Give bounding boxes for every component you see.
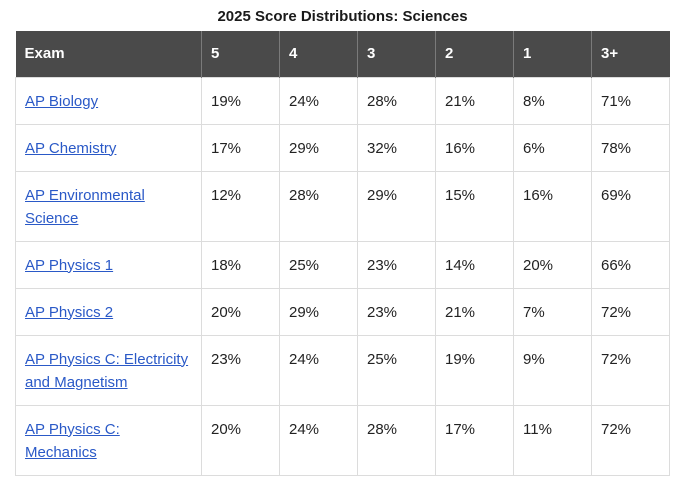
score-2-cell: 16% — [435, 123, 514, 172]
score-4-cell: 29% — [279, 287, 358, 336]
score-1-cell: 8% — [513, 76, 592, 125]
table-row: AP Environmental Science 12% 28% 29% 15%… — [15, 170, 670, 242]
table-row: AP Chemistry 17% 29% 32% 16% 6% 78% — [15, 123, 670, 172]
header-score-1: 1 — [513, 31, 592, 77]
table-row: AP Biology 19% 24% 28% 21% 8% 71% — [15, 76, 670, 125]
score-3-plus-cell: 78% — [591, 123, 670, 172]
score-3-cell: 32% — [357, 123, 436, 172]
exam-cell: AP Chemistry — [15, 123, 202, 172]
score-3-plus-cell: 72% — [591, 334, 670, 406]
exam-link-ap-physics-c-mechanics[interactable]: AP Physics C: Mechanics — [25, 420, 120, 461]
table-row: AP Physics C: Electricity and Magnetism … — [15, 334, 670, 406]
exam-link-ap-physics-c-electricity-and-magnetism[interactable]: AP Physics C: Electricity and Magnetism — [25, 350, 189, 391]
score-2-cell: 21% — [435, 76, 514, 125]
header-score-2: 2 — [435, 31, 514, 77]
table-row: AP Physics 2 20% 29% 23% 21% 7% 72% — [15, 287, 670, 336]
score-5-cell: 17% — [201, 123, 280, 172]
header-score-3: 3 — [357, 31, 436, 77]
score-3-cell: 23% — [357, 240, 436, 289]
score-5-cell: 23% — [201, 334, 280, 406]
score-4-cell: 29% — [279, 123, 358, 172]
score-3-cell: 28% — [357, 404, 436, 476]
header-exam: Exam — [15, 31, 202, 77]
exam-cell: AP Physics C: Mechanics — [15, 404, 202, 476]
table-row: AP Physics C: Mechanics 20% 24% 28% 17% … — [15, 404, 670, 476]
score-5-cell: 19% — [201, 76, 280, 125]
score-3-cell: 25% — [357, 334, 436, 406]
score-5-cell: 18% — [201, 240, 280, 289]
table-caption: 2025 Score Distributions: Sciences — [217, 8, 468, 25]
exam-link-ap-physics-1[interactable]: AP Physics 1 — [25, 256, 114, 274]
header-score-5: 5 — [201, 31, 280, 77]
score-1-cell: 16% — [513, 170, 592, 242]
exam-link-ap-chemistry[interactable]: AP Chemistry — [25, 139, 117, 157]
score-5-cell: 20% — [201, 404, 280, 476]
score-1-cell: 20% — [513, 240, 592, 289]
score-4-cell: 24% — [279, 76, 358, 125]
table-row: AP Physics 1 18% 25% 23% 14% 20% 66% — [15, 240, 670, 289]
score-2-cell: 21% — [435, 287, 514, 336]
header-score-3-plus: 3+ — [591, 31, 670, 77]
score-3-cell: 23% — [357, 287, 436, 336]
score-3-cell: 28% — [357, 76, 436, 125]
score-4-cell: 24% — [279, 334, 358, 406]
exam-cell: AP Physics 2 — [15, 287, 202, 336]
score-distribution-table: Exam 5 4 3 2 1 3+ AP Biology 19% 24% 28%… — [15, 31, 670, 476]
exam-cell: AP Biology — [15, 76, 202, 125]
score-3-cell: 29% — [357, 170, 436, 242]
score-5-cell: 20% — [201, 287, 280, 336]
score-1-cell: 11% — [513, 404, 592, 476]
score-2-cell: 19% — [435, 334, 514, 406]
exam-cell: AP Environmental Science — [15, 170, 202, 242]
score-3-plus-cell: 66% — [591, 240, 670, 289]
header-score-4: 4 — [279, 31, 358, 77]
score-4-cell: 24% — [279, 404, 358, 476]
exam-cell: AP Physics C: Electricity and Magnetism — [15, 334, 202, 406]
score-3-plus-cell: 72% — [591, 404, 670, 476]
score-1-cell: 6% — [513, 123, 592, 172]
score-5-cell: 12% — [201, 170, 280, 242]
exam-link-ap-biology[interactable]: AP Biology — [25, 92, 99, 110]
score-3-plus-cell: 69% — [591, 170, 670, 242]
score-2-cell: 17% — [435, 404, 514, 476]
score-2-cell: 14% — [435, 240, 514, 289]
score-3-plus-cell: 72% — [591, 287, 670, 336]
exam-link-ap-physics-2[interactable]: AP Physics 2 — [25, 303, 114, 321]
score-3-plus-cell: 71% — [591, 76, 670, 125]
table-header-row: Exam 5 4 3 2 1 3+ — [15, 31, 670, 77]
score-4-cell: 25% — [279, 240, 358, 289]
score-1-cell: 9% — [513, 334, 592, 406]
score-1-cell: 7% — [513, 287, 592, 336]
score-4-cell: 28% — [279, 170, 358, 242]
score-2-cell: 15% — [435, 170, 514, 242]
exam-link-ap-environmental-science[interactable]: AP Environmental Science — [25, 186, 145, 227]
exam-cell: AP Physics 1 — [15, 240, 202, 289]
